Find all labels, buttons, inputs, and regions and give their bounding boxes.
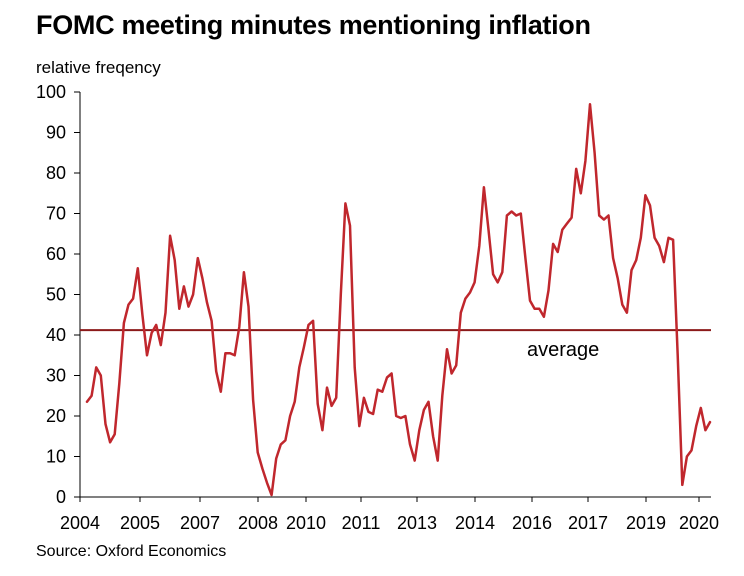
y-axis-label: relative freqency: [36, 58, 161, 77]
chart-source: Source: Oxford Economics: [36, 543, 227, 560]
x-tick-label: 2011: [342, 513, 381, 533]
y-tick-label: 50: [46, 285, 66, 305]
x-tick-label: 2017: [568, 513, 608, 533]
series-line: [85, 102, 712, 497]
x-tick-label: 2013: [397, 513, 437, 533]
y-tick-label: 80: [46, 163, 66, 183]
chart-title: FOMC meeting minutes mentioning inflatio…: [36, 10, 591, 40]
y-tick-label: 10: [46, 447, 66, 467]
y-tick-label: 40: [46, 325, 66, 345]
y-tick-label: 90: [46, 123, 66, 143]
y-tick-label: 70: [46, 204, 66, 224]
x-tick-label: 2014: [455, 513, 495, 533]
x-tick-label: 2019: [626, 513, 666, 533]
x-tick-label: 2008: [238, 513, 278, 533]
x-tick-label: 2010: [286, 513, 326, 533]
x-tick-label: 2004: [60, 513, 100, 533]
y-tick-label: 0: [56, 487, 66, 507]
y-tick-label: 20: [46, 406, 66, 426]
x-tick-label: 2016: [512, 513, 552, 533]
y-tick-label: 100: [36, 82, 66, 102]
average-label: average: [527, 339, 599, 361]
y-tick-label: 30: [46, 366, 66, 386]
y-tick-label: 60: [46, 244, 66, 264]
x-tick-label: 2020: [679, 513, 719, 533]
x-tick-label: 2005: [120, 513, 160, 533]
x-tick-label: 2007: [180, 513, 220, 533]
